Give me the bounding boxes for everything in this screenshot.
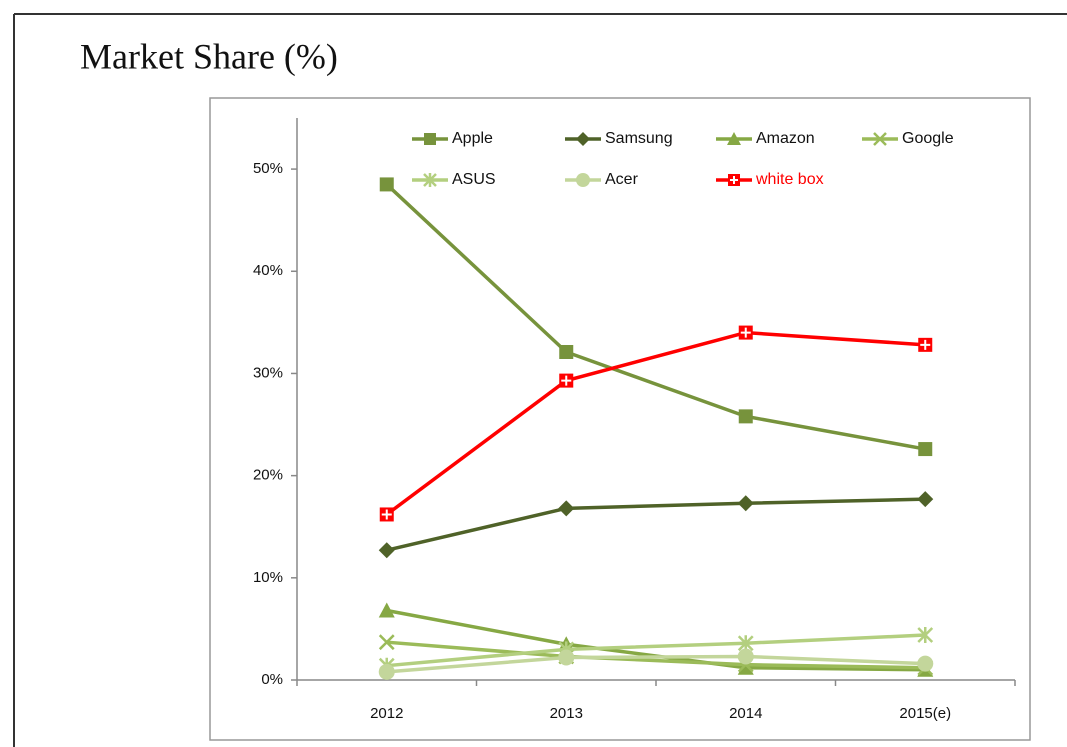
marker-shape	[738, 409, 753, 424]
legend-marker	[727, 132, 741, 145]
point	[917, 491, 934, 508]
marker-shape	[918, 442, 933, 457]
marker-shape	[737, 495, 754, 512]
point	[917, 655, 934, 672]
legend-label: Apple	[452, 130, 493, 147]
marker-shape	[558, 500, 575, 517]
x-tick-label: 2013	[550, 705, 583, 722]
y-tick-label: 40%	[253, 262, 283, 279]
marker-shape	[727, 132, 741, 145]
x-tick-label: 2012	[370, 705, 403, 722]
point	[737, 495, 754, 512]
marker-shape	[730, 176, 738, 184]
legend-label: Samsung	[605, 130, 673, 147]
legend-label: ASUS	[452, 171, 496, 188]
marker-shape	[917, 491, 934, 508]
y-tick-label: 30%	[253, 364, 283, 381]
legend-label: Acer	[605, 171, 639, 188]
point	[559, 373, 574, 388]
marker-shape	[558, 649, 575, 666]
marker-shape	[917, 627, 934, 644]
y-tick-label: 20%	[253, 467, 283, 484]
series-line	[385, 183, 926, 451]
series-line	[386, 497, 926, 552]
series-line	[386, 640, 926, 670]
marker-shape	[920, 339, 931, 350]
marker-shape	[379, 177, 394, 192]
point	[738, 409, 753, 424]
point	[558, 500, 575, 517]
marker-shape	[423, 173, 437, 187]
point	[737, 659, 754, 675]
marker-shape	[378, 542, 395, 559]
marker-shape	[873, 132, 887, 146]
point	[378, 634, 395, 651]
point	[378, 542, 395, 559]
point	[918, 337, 933, 352]
point	[737, 648, 754, 665]
point	[378, 663, 395, 680]
marker-shape	[576, 173, 590, 187]
point	[558, 649, 575, 666]
legend-marker	[873, 132, 887, 146]
y-tick-label: 10%	[253, 569, 283, 586]
marker-shape	[576, 132, 590, 146]
point	[379, 177, 394, 192]
series-line	[386, 633, 926, 668]
y-tick-label: 50%	[253, 160, 283, 177]
marker-shape	[378, 663, 395, 680]
legend-marker	[424, 133, 436, 145]
point	[379, 507, 394, 522]
y-tick-label: 0%	[261, 671, 283, 688]
point	[559, 344, 574, 359]
marker-shape	[378, 634, 395, 651]
marker-shape	[740, 327, 751, 338]
marker-shape	[737, 659, 754, 675]
legend-marker	[423, 173, 437, 187]
marker-shape	[561, 375, 572, 386]
point	[378, 602, 395, 618]
legend-marker	[576, 132, 590, 146]
marker-shape	[424, 133, 436, 145]
series-line	[385, 330, 926, 516]
series-line	[386, 654, 926, 674]
point	[738, 325, 753, 340]
x-tick-label: 2015(e)	[899, 705, 951, 722]
marker-shape	[917, 655, 934, 672]
point	[917, 627, 934, 644]
chart-box	[209, 97, 1031, 741]
marker-shape	[381, 509, 392, 520]
legend-label: Amazon	[756, 130, 815, 147]
x-tick-label: 2014	[729, 705, 762, 722]
legend-label: Google	[902, 130, 954, 147]
legend-marker	[576, 173, 590, 187]
legend-label: white box	[755, 171, 824, 188]
legend-marker	[728, 174, 740, 186]
marker-shape	[378, 602, 395, 618]
marker-shape	[737, 648, 754, 665]
chart-title: Market Share (%)	[80, 36, 338, 76]
point	[918, 442, 933, 457]
marker-shape	[559, 344, 574, 359]
